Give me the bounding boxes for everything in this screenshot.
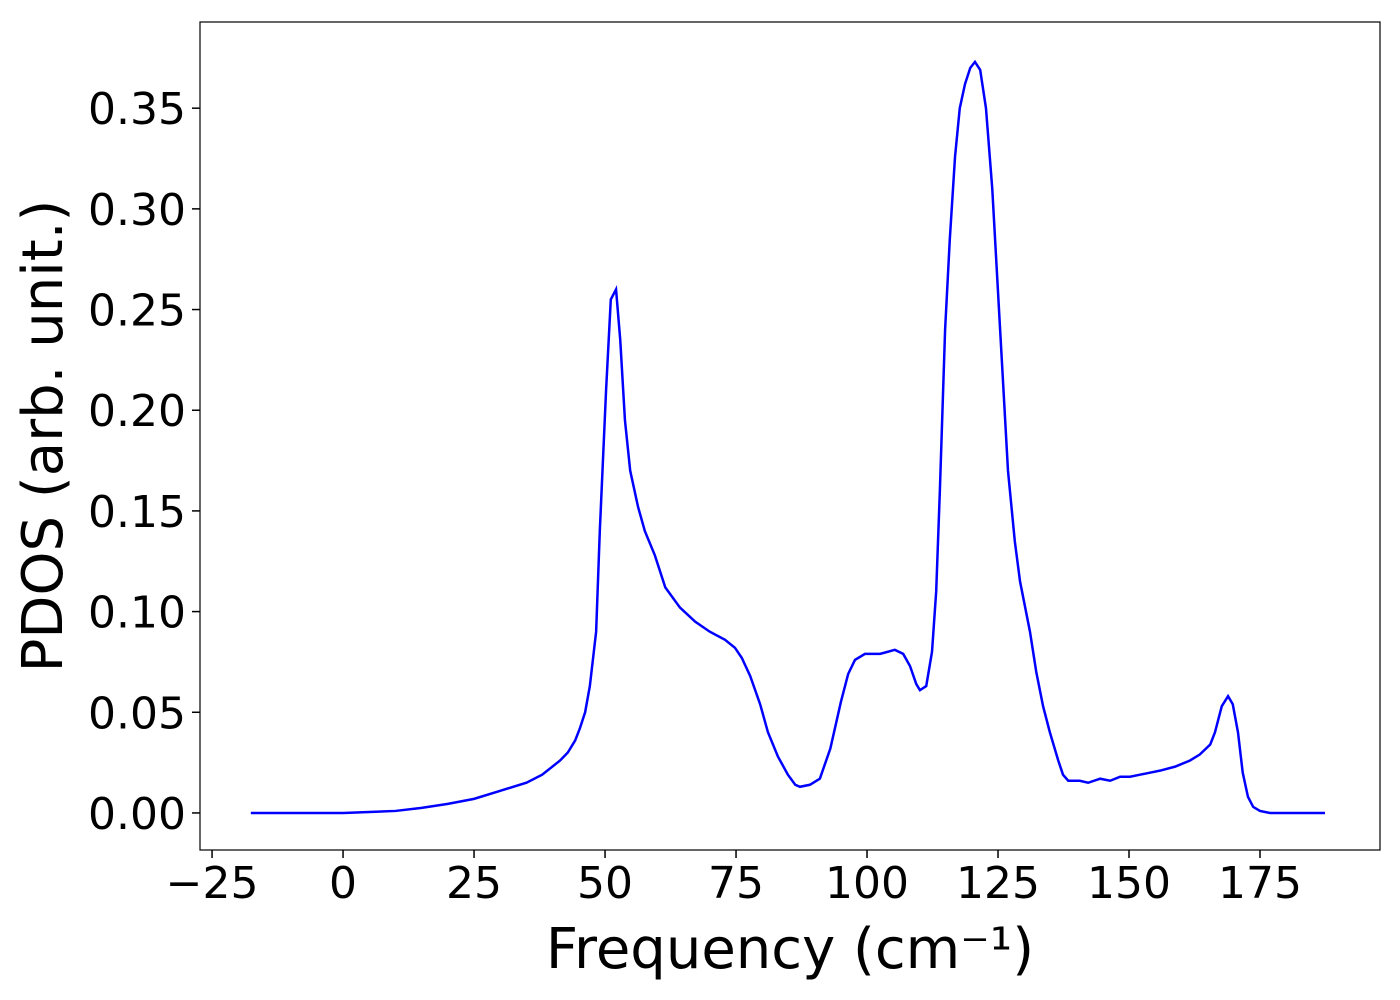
y-tick-label: 0.20 — [88, 386, 186, 437]
y-tick-label: 0.05 — [88, 688, 186, 739]
y-tick-label: 0.35 — [88, 84, 186, 135]
x-tick-label: 50 — [577, 858, 633, 909]
y-tick-label: 0.15 — [88, 487, 186, 538]
y-axis-label: PDOS (arb. unit.) — [11, 200, 76, 673]
x-tick-label: 175 — [1218, 858, 1302, 909]
x-axis-label: Frequency (cm⁻¹) — [546, 917, 1034, 982]
x-tick-label: −25 — [166, 858, 259, 909]
x-tick-label: 100 — [825, 858, 909, 909]
y-tick-label: 0.30 — [88, 185, 186, 236]
line-series — [250, 59, 1325, 815]
x-tick-label: 75 — [708, 858, 764, 909]
y-tick-label: 0.25 — [88, 286, 186, 337]
x-tick-label: 0 — [329, 858, 357, 909]
plot-frame — [199, 21, 1381, 851]
x-tick-label: 25 — [446, 858, 502, 909]
x-tick-label: 125 — [956, 858, 1040, 909]
x-tick-label: 150 — [1087, 858, 1171, 909]
y-tick-label: 0.10 — [88, 588, 186, 639]
y-tick-label: 0.00 — [88, 789, 186, 840]
